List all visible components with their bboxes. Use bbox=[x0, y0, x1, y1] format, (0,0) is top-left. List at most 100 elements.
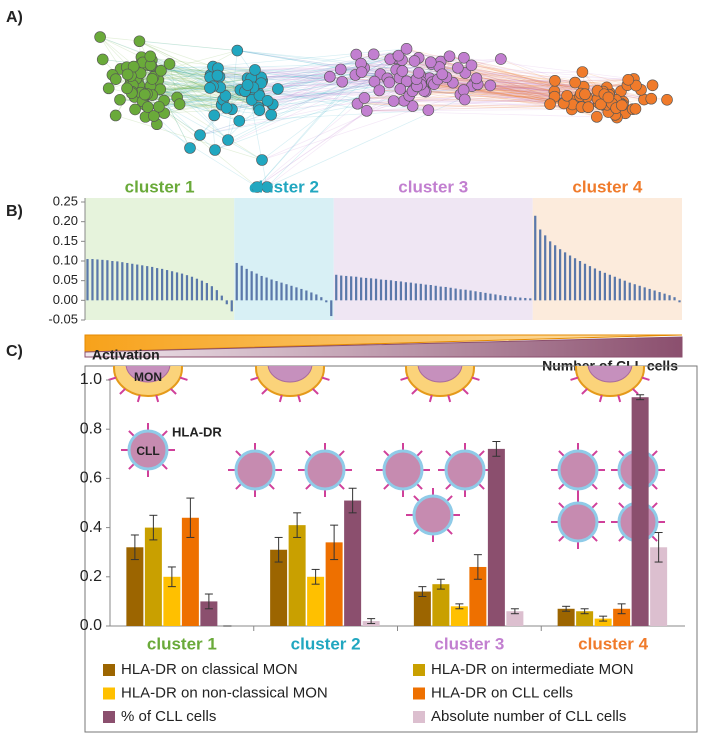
edge bbox=[217, 67, 343, 83]
edge bbox=[261, 82, 429, 111]
node bbox=[367, 48, 380, 61]
error-bar bbox=[473, 554, 482, 580]
bar bbox=[126, 547, 144, 626]
node bbox=[394, 83, 407, 95]
edge bbox=[259, 84, 421, 111]
edge bbox=[158, 79, 240, 122]
bar bbox=[557, 608, 575, 626]
legend-label: Absolute number of CLL cells bbox=[431, 708, 626, 725]
node bbox=[576, 66, 589, 78]
error-bar bbox=[562, 605, 571, 612]
monocyte-nucleus bbox=[125, 366, 171, 383]
node bbox=[96, 53, 109, 66]
receptor bbox=[447, 394, 452, 403]
edge bbox=[141, 56, 255, 71]
node bbox=[272, 83, 284, 95]
receptor bbox=[411, 388, 418, 395]
error-bar bbox=[186, 497, 195, 538]
edge bbox=[99, 36, 170, 65]
error-bar bbox=[130, 534, 139, 561]
edge bbox=[169, 63, 215, 116]
node bbox=[109, 73, 122, 86]
node bbox=[121, 68, 134, 81]
node bbox=[569, 76, 581, 89]
node bbox=[424, 56, 437, 68]
edge bbox=[266, 85, 491, 188]
node bbox=[109, 109, 122, 122]
edge bbox=[130, 67, 219, 82]
node bbox=[148, 110, 160, 122]
bar bbox=[288, 525, 306, 626]
x-tick-label: cluster 4 bbox=[578, 634, 648, 653]
legend-swatch bbox=[103, 664, 115, 676]
legend-swatch bbox=[103, 687, 115, 700]
edge bbox=[150, 84, 248, 95]
edge bbox=[139, 40, 241, 91]
node bbox=[127, 60, 140, 73]
edge bbox=[145, 116, 258, 188]
cartoon-label: HLA-DR bbox=[172, 424, 222, 439]
edge bbox=[261, 95, 410, 161]
bar bbox=[506, 611, 524, 626]
edge bbox=[244, 69, 397, 92]
edge bbox=[214, 107, 259, 151]
bar bbox=[270, 549, 288, 626]
bar bbox=[200, 601, 218, 626]
receptor bbox=[312, 388, 319, 395]
bar bbox=[181, 517, 199, 626]
cartoon bbox=[108, 366, 665, 549]
x-tick-label: cluster 1 bbox=[147, 634, 217, 653]
node bbox=[630, 79, 642, 92]
edge bbox=[212, 66, 375, 82]
edge bbox=[237, 50, 466, 74]
edge bbox=[422, 87, 555, 97]
receptor bbox=[321, 376, 330, 381]
node bbox=[358, 92, 371, 104]
error-bar bbox=[418, 586, 427, 597]
node bbox=[412, 67, 425, 79]
node bbox=[163, 58, 176, 70]
edge bbox=[253, 48, 407, 88]
node bbox=[616, 99, 628, 112]
node bbox=[153, 100, 165, 113]
node bbox=[458, 51, 470, 64]
edge bbox=[366, 95, 580, 112]
node bbox=[549, 74, 561, 87]
node bbox=[465, 59, 478, 72]
node bbox=[396, 65, 409, 77]
cll-cell bbox=[557, 501, 599, 543]
bar bbox=[432, 584, 450, 626]
node bbox=[387, 95, 400, 107]
error-bar bbox=[348, 487, 357, 514]
node bbox=[400, 43, 413, 55]
edge bbox=[149, 88, 260, 111]
node bbox=[360, 105, 373, 117]
node bbox=[241, 79, 254, 91]
error-bar bbox=[510, 608, 519, 615]
y-tick-label: 0.15 bbox=[53, 233, 78, 248]
legend-swatch bbox=[413, 687, 425, 700]
receptor bbox=[250, 376, 259, 381]
edge bbox=[199, 70, 403, 136]
edge bbox=[373, 53, 450, 57]
edge bbox=[139, 40, 238, 51]
edge bbox=[244, 90, 429, 111]
panel-label: C) bbox=[6, 343, 23, 360]
edge bbox=[449, 55, 634, 80]
error-bar bbox=[436, 578, 445, 590]
cartoon-label: CLL bbox=[136, 444, 159, 458]
legend-label: HLA-DR on CLL cells bbox=[431, 684, 573, 701]
panel-label: A) bbox=[6, 9, 23, 26]
node bbox=[406, 100, 419, 112]
y-tick-label: 0.05 bbox=[53, 272, 78, 287]
edge bbox=[227, 50, 238, 141]
receptor bbox=[428, 394, 433, 403]
cartoon-label: MON bbox=[134, 370, 162, 384]
legend-swatch bbox=[413, 711, 425, 723]
cll-cell bbox=[412, 494, 454, 536]
edge bbox=[409, 79, 629, 97]
node bbox=[661, 93, 673, 106]
node bbox=[146, 73, 159, 85]
node bbox=[114, 93, 126, 106]
